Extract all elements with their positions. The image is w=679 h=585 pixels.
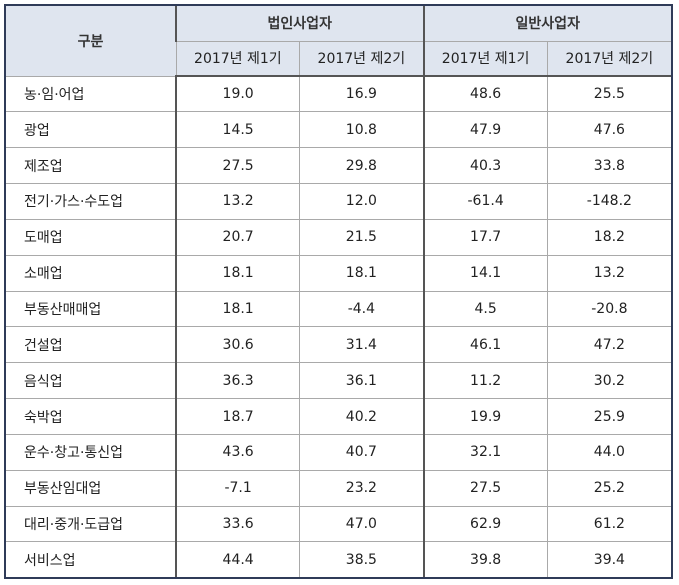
header-row: 2017년 제1기 2017년 제2기 2017년 제1기 2017년 제2기 xyxy=(6,40,671,77)
cell-value: 39.8 xyxy=(422,541,548,577)
column-header: 2017년 제1기 xyxy=(176,40,301,77)
cell-value: 14.1 xyxy=(422,254,548,292)
cell-value: -61.4 xyxy=(422,183,548,220)
cell-value: 61.2 xyxy=(546,505,671,543)
cell-value: 27.5 xyxy=(422,469,548,507)
table-row: 소매업 18.1 18.1 14.1 13.2 xyxy=(6,254,671,292)
table-row: 대리·중개·도급업 33.6 47.0 62.9 61.2 xyxy=(6,505,671,543)
cell-value: 40.2 xyxy=(299,398,424,435)
cell-value: 12.0 xyxy=(299,183,424,220)
table-row: 전기·가스·수도업 13.2 12.0 -61.4 -148.2 xyxy=(6,183,671,220)
cell-value: 43.6 xyxy=(175,433,301,471)
cell-value: 47.0 xyxy=(299,505,424,543)
table-row: 부동산매매업 18.1 -4.4 4.5 -20.8 xyxy=(6,290,671,328)
cell-value: 47.9 xyxy=(422,111,548,149)
cell-value: 33.6 xyxy=(175,505,301,543)
row-label: 음식업 xyxy=(6,362,177,400)
row-label: 서비스업 xyxy=(6,541,177,577)
cell-value: 46.1 xyxy=(422,326,548,364)
table-row: 숙박업 18.7 40.2 19.9 25.9 xyxy=(6,398,671,435)
cell-value: 29.8 xyxy=(299,147,424,185)
row-label: 광업 xyxy=(6,111,177,149)
cell-value: 30.6 xyxy=(175,326,301,364)
cell-value: 25.5 xyxy=(546,75,671,113)
cell-value: 18.1 xyxy=(299,254,424,292)
column-header: 2017년 제2기 xyxy=(546,40,671,77)
row-label: 농·임·어업 xyxy=(6,75,177,113)
cell-value: 18.1 xyxy=(175,290,301,328)
cell-value: 47.2 xyxy=(546,326,671,364)
table-row: 도매업 20.7 21.5 17.7 18.2 xyxy=(6,218,671,256)
table-row: 농·임·어업 19.0 16.9 48.6 25.5 xyxy=(6,75,671,113)
cell-value: -148.2 xyxy=(546,183,671,220)
table-row: 운수·창고·통신업 43.6 40.7 32.1 44.0 xyxy=(6,433,671,471)
cell-value: 21.5 xyxy=(299,218,424,256)
row-label: 제조업 xyxy=(6,147,177,185)
header-row: 구분 법인사업자 일반사업자 xyxy=(6,6,671,77)
cell-value: 14.5 xyxy=(175,111,301,149)
cell-value: 19.0 xyxy=(175,75,301,113)
group-header: 법인사업자 xyxy=(175,6,424,42)
cell-value: 18.2 xyxy=(546,218,671,256)
cell-value: 62.9 xyxy=(422,505,548,543)
table-frame: 구분 법인사업자 일반사업자 2017년 제1기 2017년 제2기 2017년 제1기 2… xyxy=(4,4,673,579)
cell-value: 11.2 xyxy=(422,362,548,400)
cell-value: 18.1 xyxy=(175,254,301,292)
cell-value: 32.1 xyxy=(422,433,548,471)
column-header: 2017년 제2기 xyxy=(299,40,424,77)
cell-value: -7.1 xyxy=(175,469,301,507)
cell-value: 31.4 xyxy=(299,326,424,364)
row-label: 숙박업 xyxy=(6,398,177,435)
table-row: 서비스업 44.4 38.5 39.8 39.4 xyxy=(6,541,671,577)
cell-value: 23.2 xyxy=(299,469,424,507)
cell-value: 25.2 xyxy=(546,469,671,507)
cell-value: 17.7 xyxy=(422,218,548,256)
cell-value: 40.3 xyxy=(422,147,548,185)
cell-value: 44.4 xyxy=(175,541,301,577)
cell-value: 13.2 xyxy=(175,183,301,220)
table-row: 음식업 36.3 36.1 11.2 30.2 xyxy=(6,362,671,400)
cell-value: 47.6 xyxy=(546,111,671,149)
cell-value: -20.8 xyxy=(546,290,671,328)
cell-value: 36.3 xyxy=(175,362,301,400)
row-label: 운수·창고·통신업 xyxy=(6,433,177,471)
row-label: 대리·중개·도급업 xyxy=(6,505,177,543)
table-body: 농·임·어업 19.0 16.9 48.6 25.5 광업 14.5 10.8 47.9 47.6… xyxy=(6,75,671,577)
cell-value: 16.9 xyxy=(299,75,424,113)
cell-value: 40.7 xyxy=(299,433,424,471)
row-label: 부동산임대업 xyxy=(6,469,177,507)
table-row: 광업 14.5 10.8 47.9 47.6 xyxy=(6,111,671,149)
cell-value: 27.5 xyxy=(175,147,301,185)
table-row: 제조업 27.5 29.8 40.3 33.8 xyxy=(6,147,671,185)
corner-header: 구분 xyxy=(6,6,177,77)
cell-value: 36.1 xyxy=(299,362,424,400)
cell-value: 48.6 xyxy=(422,75,548,113)
table-row: 부동산임대업 -7.1 23.2 27.5 25.2 xyxy=(6,469,671,507)
cell-value: 13.2 xyxy=(546,254,671,292)
cell-value: 44.0 xyxy=(546,433,671,471)
row-label: 건설업 xyxy=(6,326,177,364)
cell-value: 39.4 xyxy=(546,541,671,577)
row-label: 소매업 xyxy=(6,254,177,292)
cell-value: 33.8 xyxy=(546,147,671,185)
table-head: 구분 법인사업자 일반사업자 2017년 제1기 2017년 제2기 2017년 제1기 2… xyxy=(6,6,671,77)
data-table: 구분 법인사업자 일반사업자 2017년 제1기 2017년 제2기 2017년 제1기 2… xyxy=(6,6,671,577)
cell-value: 30.2 xyxy=(546,362,671,400)
row-label: 부동산매매업 xyxy=(6,290,177,328)
cell-value: 4.5 xyxy=(422,290,548,328)
cell-value: 18.7 xyxy=(175,398,301,435)
row-label: 전기·가스·수도업 xyxy=(6,183,177,220)
cell-value: 38.5 xyxy=(299,541,424,577)
cell-value: 25.9 xyxy=(546,398,671,435)
cell-value: 10.8 xyxy=(299,111,424,149)
row-label: 도매업 xyxy=(6,218,177,256)
cell-value: -4.4 xyxy=(299,290,424,328)
column-header: 2017년 제1기 xyxy=(422,40,548,77)
cell-value: 20.7 xyxy=(175,218,301,256)
cell-value: 19.9 xyxy=(422,398,548,435)
table-row: 건설업 30.6 31.4 46.1 47.2 xyxy=(6,326,671,364)
group-header: 일반사업자 xyxy=(422,6,671,42)
